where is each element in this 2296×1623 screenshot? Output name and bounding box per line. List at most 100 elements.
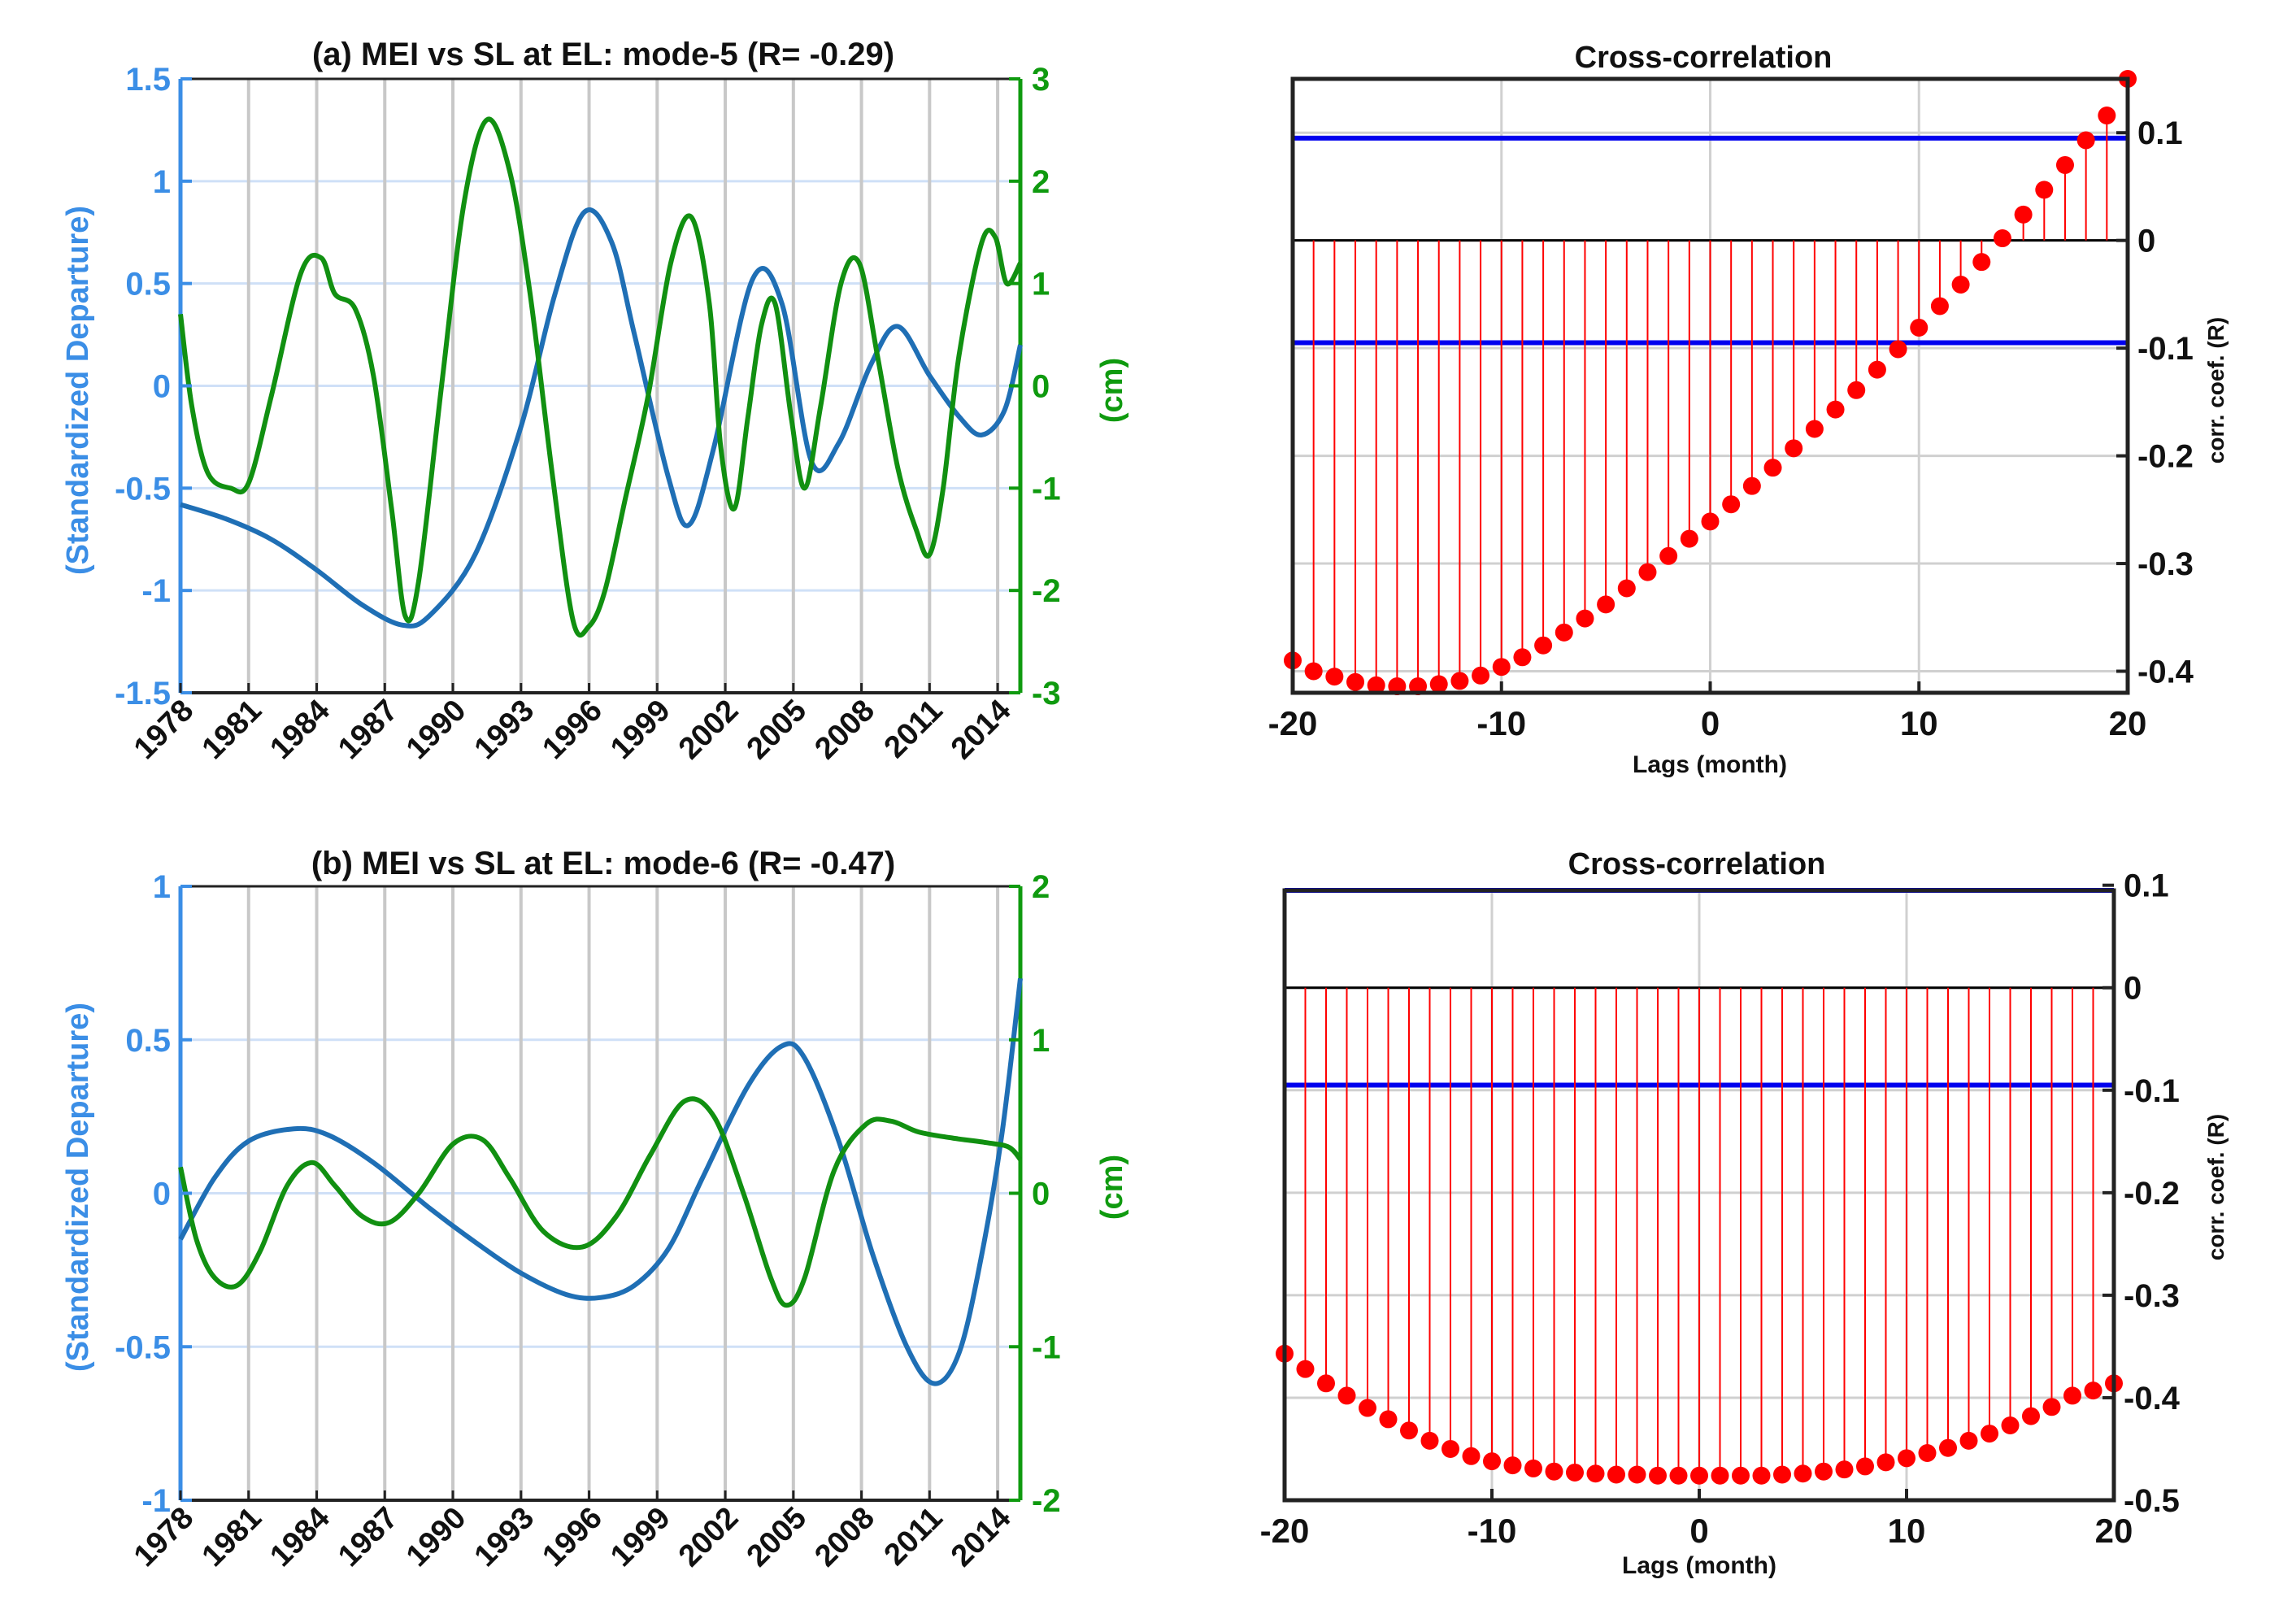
b-xc-point: [1898, 1449, 1916, 1468]
a-series-mei-line: [180, 207, 1023, 629]
a-ytick-right-label: 1: [1032, 267, 1050, 302]
a-xc-ytick-label: 0.1: [2137, 115, 2183, 151]
a-xc-point: [1346, 672, 1365, 691]
a-xtick-label: 1993: [468, 694, 541, 766]
a-xc-point: [1951, 275, 1970, 294]
b-xtick-label: 1981: [196, 1501, 268, 1573]
a-xc-point: [1325, 668, 1344, 686]
b-xtick-label: 2014: [945, 1501, 1017, 1573]
b-xc-point: [1462, 1447, 1481, 1465]
b-xc-point: [1359, 1399, 1376, 1417]
b-xc-point: [1503, 1456, 1522, 1475]
a-xtick-label: 1984: [263, 694, 336, 766]
b-xc-point: [1296, 1360, 1315, 1378]
b-xc-ytick-label: -0.4: [2124, 1381, 2181, 1416]
a-xc-point: [1763, 459, 1782, 477]
a-xc-point: [1450, 672, 1469, 690]
a-xc-point: [1889, 340, 1907, 359]
b-xtick-label: 1999: [604, 1501, 676, 1573]
a-xc-point: [1701, 512, 1720, 531]
b-ytick-right-label: 1: [1032, 1023, 1050, 1059]
b-xc-ytick-label: 0: [2124, 971, 2142, 1007]
b-xtick-label: 1984: [263, 1501, 336, 1573]
a-xc-xtick-label: 10: [1900, 704, 1938, 742]
b-xc-point: [1876, 1453, 1895, 1472]
a-xc-point: [1367, 676, 1385, 694]
a-xc-point: [1805, 420, 1824, 438]
b-ytick-right-label: 2: [1032, 869, 1050, 905]
a-xc-point: [1868, 360, 1886, 379]
panel-a-xc-title: Cross-correlation: [1575, 41, 1833, 75]
panel-a-title: (a) MEI vs SL at EL: mode-5 (R= -0.29): [312, 37, 894, 72]
a-ytick-left-label: 1.5: [125, 62, 171, 98]
b-xc-ytick-label: -0.1: [2124, 1073, 2180, 1109]
b-xc-point: [1566, 1463, 1584, 1482]
a-xc-ytick-label: -0.3: [2137, 546, 2194, 582]
panel-b-xc-ylabel: corr. coef. (R): [2203, 1114, 2229, 1260]
a-xc-point: [1785, 439, 1803, 458]
b-xc-point: [2001, 1416, 2020, 1434]
b-xc-point: [2022, 1407, 2040, 1425]
a-xc-point: [1429, 675, 1448, 694]
a-xc-point: [1597, 595, 1615, 614]
b-xc-point: [1483, 1452, 1501, 1471]
b-xtick-label: 1987: [332, 1501, 404, 1573]
a-xc-point: [1680, 529, 1698, 548]
b-xtick-label: 2005: [741, 1501, 813, 1573]
b-xtick-label: 1993: [468, 1501, 541, 1573]
a-xc-point: [2076, 131, 2095, 150]
b-xc-point: [1773, 1465, 1791, 1484]
b-xc-point: [1752, 1466, 1771, 1485]
b-series-sl-line: [178, 1096, 1023, 1308]
b-xc-point: [1959, 1431, 1978, 1450]
a-ytick-right-label: -2: [1032, 573, 1061, 609]
panel-b-crosscorr: Cross-correlation Lags (month) corr. coe…: [1260, 847, 2229, 1579]
a-xtick-label: 2014: [945, 694, 1017, 766]
a-xc-point: [1826, 400, 1845, 419]
a-xc-point: [1472, 666, 1490, 685]
a-xtick-label: 2005: [741, 694, 813, 766]
a-xc-xtick-label: -20: [1268, 704, 1318, 742]
a-xc-point: [1304, 662, 1323, 681]
a-ytick-left-label: -1: [141, 573, 171, 609]
a-xc-point: [1993, 229, 2011, 248]
a-xc-ytick-label: 0: [2137, 224, 2155, 259]
b-xc-point: [1732, 1466, 1750, 1485]
b-xc-point: [1711, 1466, 1729, 1485]
a-xc-point: [2098, 107, 2116, 125]
a-xc-ytick-label: -0.4: [2137, 655, 2194, 690]
a-xc-point: [1659, 546, 1678, 565]
a-xc-point: [1534, 636, 1553, 655]
a-xc-point: [2014, 205, 2033, 224]
b-xc-point: [1690, 1466, 1708, 1485]
a-ytick-left-label: -0.5: [115, 471, 171, 507]
a-xtick-label: 1999: [604, 694, 676, 766]
a-xc-point: [1972, 253, 1991, 272]
b-ytick-right-label: -2: [1032, 1483, 1061, 1519]
b-xc-point: [2063, 1386, 2081, 1405]
a-xc-ytick-label: -0.1: [2137, 331, 2194, 367]
a-xc-ytick-label: -0.2: [2137, 439, 2194, 475]
b-xc-point: [1669, 1466, 1688, 1485]
b-xc-xtick-label: -10: [1468, 1512, 1517, 1550]
b-ytick-left-label: 0.5: [125, 1023, 171, 1059]
b-xc-xtick-label: 0: [1689, 1512, 1708, 1550]
a-xc-point: [1576, 609, 1594, 628]
panel-a-xc-ylabel: corr. coef. (R): [2203, 317, 2229, 463]
b-xc-point: [1607, 1465, 1625, 1484]
b-xc-ytick-label: -0.3: [2124, 1278, 2180, 1314]
b-xc-point: [1337, 1386, 1356, 1405]
a-xc-xtick-label: 0: [1701, 704, 1720, 742]
a-xc-point: [1617, 579, 1636, 598]
b-xc-ytick-label: -0.5: [2124, 1483, 2180, 1519]
b-ytick-right-label: -1: [1032, 1329, 1061, 1365]
b-xc-point: [1981, 1425, 1998, 1443]
a-ytick-right-label: 2: [1032, 164, 1050, 200]
b-xc-point: [1628, 1465, 1646, 1484]
a-xc-point: [1555, 623, 1573, 642]
a-xc-point: [1742, 476, 1761, 495]
a-xtick-label: 2008: [808, 694, 881, 766]
a-xc-xtick-label: 20: [2109, 704, 2147, 742]
